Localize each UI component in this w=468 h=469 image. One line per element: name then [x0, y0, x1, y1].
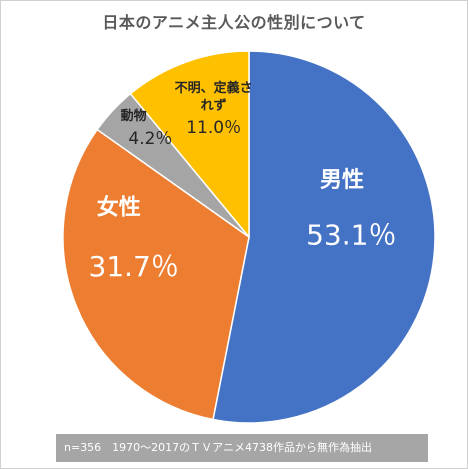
- slice-label-0: 男性: [320, 168, 364, 193]
- chart-title: 日本のアニメ主人公の性別について: [102, 13, 366, 32]
- slice-value-3: 11.0％: [186, 118, 241, 138]
- pie-slice-1: [62, 128, 250, 421]
- footnote: n=356 1970〜2017のＴＶアニメ4738作品から無作為抽出: [56, 434, 428, 462]
- slice-label-1: 女性: [97, 195, 141, 221]
- slice-value-1: 31.7％: [89, 250, 179, 283]
- slice-value-0: 53.1％: [306, 218, 396, 251]
- slice-label-3: 不明、定義されず: [175, 80, 253, 114]
- pie-slice-0: [212, 50, 436, 424]
- slice-label-2: 動物: [121, 108, 147, 124]
- pie-slice-3: [129, 50, 250, 240]
- slice-value-2: 4.2％: [128, 129, 172, 149]
